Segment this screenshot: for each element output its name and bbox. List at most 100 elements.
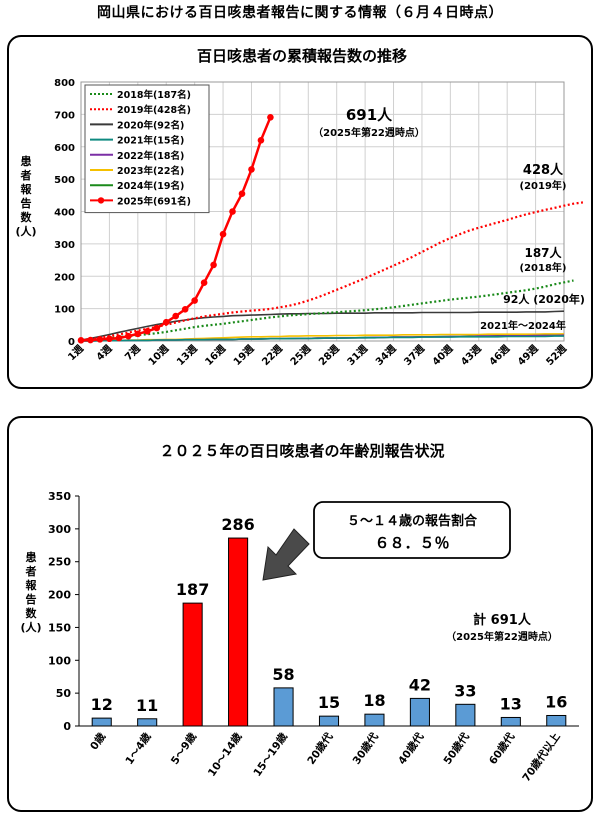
- data-point-2025: [134, 330, 142, 338]
- annotation-2021-2024: 2021年～2024年: [480, 319, 566, 332]
- data-label: 286: [221, 515, 254, 534]
- x-tick-label: 34週: [373, 343, 398, 368]
- annotation-2019-note: (2019年): [520, 179, 567, 192]
- plot-area: [80, 81, 565, 342]
- y-axis-label-char: 数: [21, 210, 33, 224]
- y-tick-label: 700: [54, 110, 75, 121]
- y-tick-label: 400: [54, 208, 75, 219]
- x-tick-label: 19週: [231, 343, 256, 368]
- y-axis-label-char: 者: [20, 168, 32, 182]
- data-label: 12: [91, 695, 113, 714]
- y-tick-label: 150: [48, 621, 71, 634]
- data-label: 58: [272, 665, 294, 684]
- data-point-2025: [153, 324, 161, 332]
- x-tick-label: 20歳代: [304, 730, 335, 767]
- callout-arrow: [262, 528, 310, 581]
- x-tick-label: 50歳代: [441, 730, 472, 767]
- x-tick-label: 46週: [487, 343, 512, 368]
- y-tick-label: 0: [68, 337, 75, 348]
- annotation-2025-value: 691人: [346, 106, 393, 124]
- legend-label: 2025年(691名): [117, 195, 191, 207]
- x-tick-label: 10～14歳: [205, 730, 245, 779]
- bar: [91, 717, 112, 727]
- page-title: 岡山県における百日咳患者報告に関する情報（６月４日時点）: [97, 5, 503, 21]
- cumulative-chart-panel: 百日咳患者の累積報告数の推移 0 100 200 300 400 500 600 700 800 1…: [7, 35, 593, 389]
- legend-label: 2018年(187名): [117, 89, 191, 101]
- annotation-2020: 92人 (2020年): [503, 292, 585, 306]
- data-point-2025: [143, 327, 151, 335]
- x-tick-label: 7週: [122, 343, 142, 363]
- legend-label: 2023年(22名): [117, 165, 184, 177]
- series-line-2018: [80, 279, 574, 342]
- legend-box: [84, 84, 210, 214]
- callout-box: [313, 501, 511, 559]
- x-tick-label: 30歳代: [350, 730, 381, 767]
- data-label: 13: [500, 694, 522, 713]
- bar: [500, 716, 521, 727]
- x-tick-label: 5～9歳: [168, 730, 199, 767]
- x-tick-label: 25週: [288, 343, 313, 368]
- y-axis-label-char: 報: [21, 182, 33, 196]
- callout-text-2: ６８．５％: [374, 534, 449, 552]
- data-point-2025: [172, 312, 180, 320]
- data-label: 16: [545, 692, 567, 711]
- y-tick-label: 200: [48, 589, 71, 602]
- chart-title: 百日咳患者の累積報告数の推移: [197, 47, 407, 65]
- data-point-2025: [162, 318, 170, 326]
- total-label: 計 691人: [473, 612, 532, 628]
- y-tick-label: 300: [48, 523, 71, 536]
- data-point-2025: [77, 337, 85, 344]
- y-tick-label: 100: [54, 305, 75, 316]
- bar: [228, 537, 249, 727]
- y-tick-label: 200: [54, 272, 75, 283]
- y-axis-label-char: 患: [26, 550, 37, 564]
- data-point-2025: [229, 208, 236, 215]
- y-axis-label-char: (人): [20, 620, 41, 634]
- x-tick-label: 28週: [316, 343, 341, 368]
- data-point-2025: [87, 336, 94, 344]
- bar: [318, 715, 340, 727]
- data-point-2025: [267, 113, 274, 121]
- x-tick-label: 10週: [146, 343, 171, 368]
- total-note: （2025年第22週時点）: [446, 630, 558, 643]
- data-point-2025: [257, 136, 265, 144]
- legend-label: 2024年(19名): [117, 180, 184, 192]
- bar: [364, 713, 385, 727]
- x-tick-label: 52週: [544, 343, 569, 368]
- data-label: 18: [363, 691, 385, 710]
- data-point-2025: [115, 334, 123, 342]
- data-point-2025: [210, 261, 217, 269]
- age-bar-chart: ２０２５年の百日咳患者の年齢別報告状況 0 50 100 150 200 250 300 350…: [20, 442, 579, 784]
- cumulative-line-chart: 百日咳患者の累積報告数の推移 0 100 200 300 400 500 600 700 800 1…: [15, 47, 585, 368]
- data-label: 42: [409, 675, 431, 694]
- y-axis-label-char: 数: [26, 606, 38, 620]
- x-tick-label: 43週: [458, 343, 483, 368]
- x-tick-label: 22週: [260, 343, 285, 368]
- y-tick-label: 600: [54, 143, 75, 154]
- bar: [273, 687, 294, 727]
- callout-text-1: ５～１４歳の報告割合: [347, 513, 478, 529]
- annotation-2025-note: （2025年第22週時点）: [313, 126, 425, 139]
- legend-label: 2020年(92名): [117, 119, 184, 131]
- annotation-2018-note: (2018年): [520, 261, 567, 274]
- y-axis-label-char: 患: [21, 154, 32, 168]
- series-line-2019: [80, 201, 584, 342]
- x-tick-label: 70歳代以上: [520, 730, 563, 784]
- data-point-2025: [248, 166, 255, 173]
- data-label: 15: [318, 693, 340, 712]
- x-tick-label: 40歳代: [395, 730, 426, 767]
- x-tick-label: 31週: [345, 343, 370, 368]
- y-tick-label: 350: [48, 490, 71, 503]
- data-point-2025: [125, 332, 132, 340]
- data-point-2025: [238, 190, 246, 197]
- x-tick-label: 1～4歳: [123, 730, 154, 767]
- legend-label: 2022年(18名): [117, 150, 184, 162]
- age-bar-chart-panel: ２０２５年の百日咳患者の年齢別報告状況 0 50 100 150 200 250 300 350…: [7, 416, 593, 812]
- x-tick-label: 49週: [515, 343, 540, 368]
- x-tick-label: 40週: [430, 343, 455, 368]
- y-tick-label: 250: [48, 556, 71, 569]
- y-tick-label: 100: [48, 654, 71, 667]
- data-label: 11: [136, 696, 158, 715]
